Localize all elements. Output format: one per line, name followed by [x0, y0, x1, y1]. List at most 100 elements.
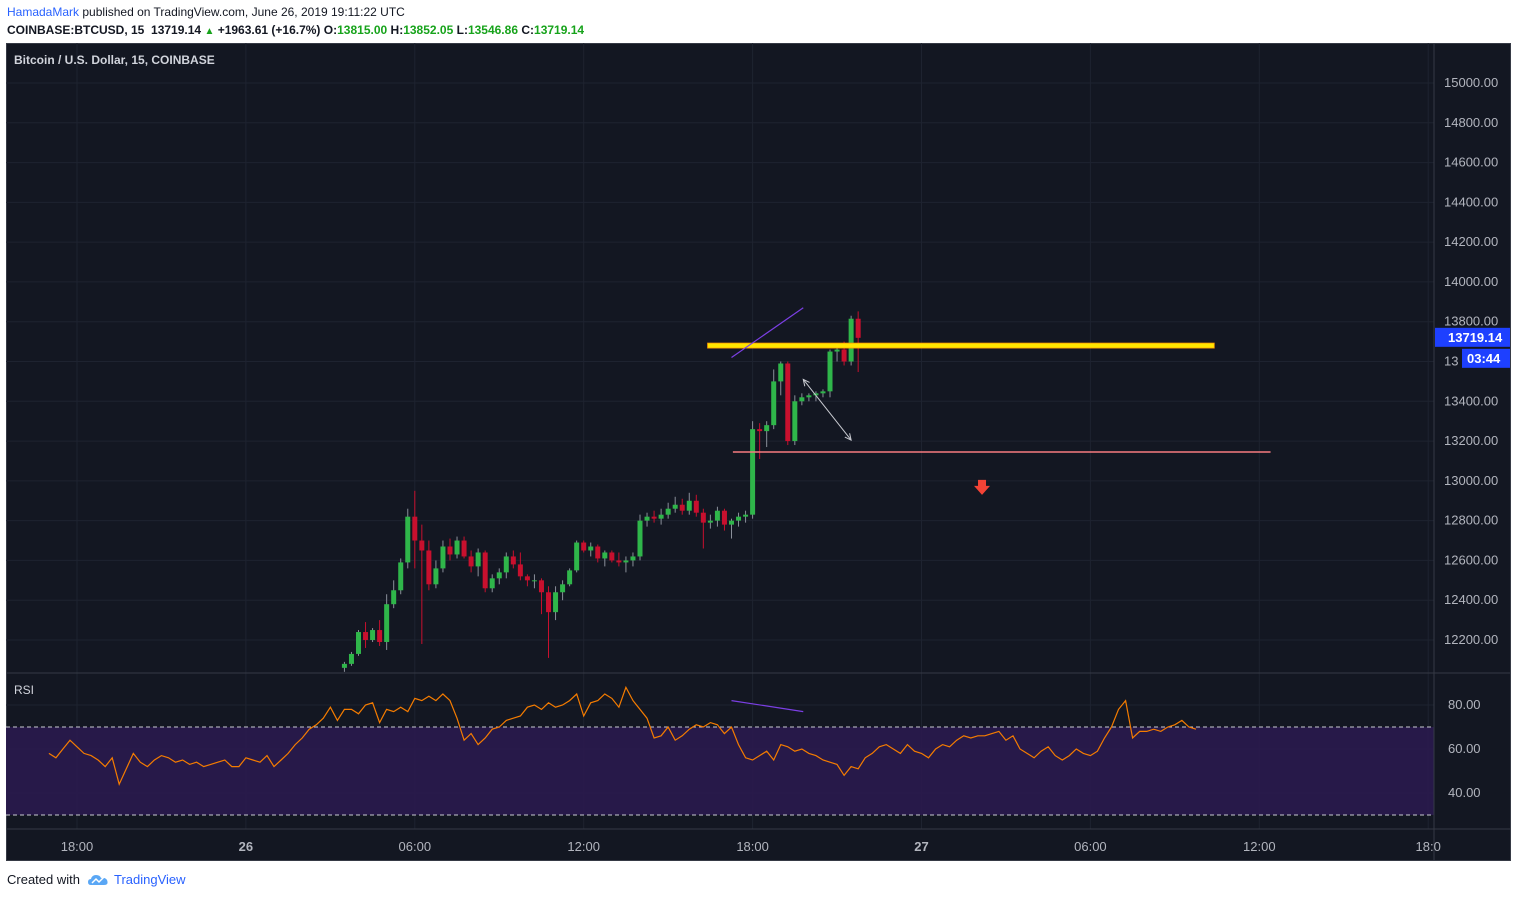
candle-body — [743, 514, 749, 517]
candle — [637, 514, 643, 561]
symbol-name[interactable]: COINBASE:BTCUSD, 15 — [7, 23, 145, 37]
candle — [475, 548, 481, 577]
time-tick-label: 06:00 — [1074, 839, 1107, 854]
candle-body — [538, 580, 544, 593]
candle — [405, 508, 411, 569]
price-tick-label: 14000.00 — [1444, 274, 1498, 289]
candle — [341, 661, 347, 672]
candle-body — [348, 653, 354, 664]
candle — [454, 536, 460, 559]
candle — [693, 494, 699, 517]
rsi-tick-label: 40.00 — [1448, 785, 1481, 800]
price-chart[interactable]: 15000.00 14800.00 14600.00 14400.00 14200.00… — [6, 43, 1511, 861]
candle-body — [419, 540, 425, 551]
candle-body — [707, 520, 713, 523]
candle-body — [433, 568, 439, 585]
candle — [370, 628, 376, 642]
candle — [496, 568, 502, 585]
arrow-down-icon — [974, 479, 991, 495]
close-value: 13719.14 — [534, 23, 585, 37]
candle-body — [799, 397, 805, 402]
candle-body — [496, 572, 502, 579]
candle — [848, 315, 854, 366]
candle-body — [651, 516, 657, 519]
candle — [538, 578, 544, 615]
rsi-label: RSI — [14, 683, 34, 697]
candle-body — [665, 508, 671, 515]
candle — [567, 568, 573, 587]
candle-body — [778, 363, 784, 382]
change-up-icon: ▲ — [204, 26, 215, 37]
candle — [391, 580, 397, 609]
candle — [728, 518, 734, 539]
price-tick-label: 13000.00 — [1444, 473, 1498, 488]
candle-body — [630, 556, 636, 561]
candle — [778, 361, 784, 396]
candle — [658, 508, 664, 525]
candle-body — [468, 556, 474, 567]
close-label: C: — [521, 23, 535, 37]
candle-body — [475, 552, 481, 567]
candle-body — [503, 556, 509, 573]
time-tick-label: 18:00 — [61, 839, 94, 854]
countdown-tag — [1462, 348, 1510, 368]
low-label: L: — [456, 23, 468, 37]
candle-body — [454, 540, 460, 555]
candle-body — [623, 560, 629, 563]
candle — [503, 552, 509, 579]
candle — [384, 594, 390, 650]
open-value: 13815.00 — [337, 23, 388, 37]
candle-body — [482, 552, 488, 589]
tradingview-link[interactable]: TradingView — [114, 872, 186, 887]
candle — [820, 389, 826, 398]
author-link[interactable]: HamadaMark — [7, 5, 80, 19]
candle — [827, 349, 833, 398]
candle — [581, 540, 587, 553]
candle — [707, 514, 713, 529]
double-arrow-shaft — [802, 379, 852, 441]
candle — [750, 421, 756, 519]
candle-body — [721, 510, 727, 525]
candle-body — [567, 570, 573, 585]
candle — [426, 540, 432, 591]
candle — [433, 560, 439, 589]
candle-body — [356, 632, 361, 654]
time-tick-label: 18:00 — [736, 839, 769, 854]
footer: Created with TradingView — [7, 872, 186, 890]
price-axis: 15000.00 14800.00 14600.00 14400.00 14200.00… — [6, 43, 1511, 861]
countdown-tag-label: 03:44 — [1467, 351, 1501, 366]
candle — [785, 361, 791, 446]
candle — [461, 536, 467, 559]
candle — [813, 391, 819, 402]
candle-body — [679, 504, 685, 511]
price-tick-label: 13800.00 — [1444, 314, 1498, 329]
candle-body — [757, 429, 763, 432]
candle — [771, 369, 777, 430]
rsi-band-fill — [6, 727, 1434, 815]
candle — [510, 550, 516, 569]
candle-body — [546, 592, 552, 613]
candle-body — [834, 349, 840, 352]
candle-body — [693, 500, 699, 513]
double-arrow-head — [844, 433, 852, 441]
candle-body — [644, 516, 650, 521]
candle-body — [447, 546, 453, 555]
candle-body — [841, 349, 847, 362]
price-tick-label-partial: 13 — [1444, 354, 1458, 369]
candle-body — [595, 546, 601, 559]
candle — [616, 552, 622, 567]
candle-body — [553, 592, 559, 613]
candle — [799, 393, 805, 406]
candle-body — [581, 542, 587, 551]
created-with-text: Created with — [7, 872, 80, 887]
time-tick-label: 06:00 — [399, 839, 432, 854]
candle-body — [771, 381, 777, 426]
price-tick-label: 12800.00 — [1444, 513, 1498, 528]
rsi-tick-label: 80.00 — [1448, 697, 1481, 712]
candle — [686, 492, 692, 515]
candle-body — [588, 546, 594, 551]
candle-body — [398, 562, 404, 591]
candle-body — [672, 504, 678, 509]
low-value: 13546.86 — [467, 23, 518, 37]
candle — [644, 512, 650, 527]
